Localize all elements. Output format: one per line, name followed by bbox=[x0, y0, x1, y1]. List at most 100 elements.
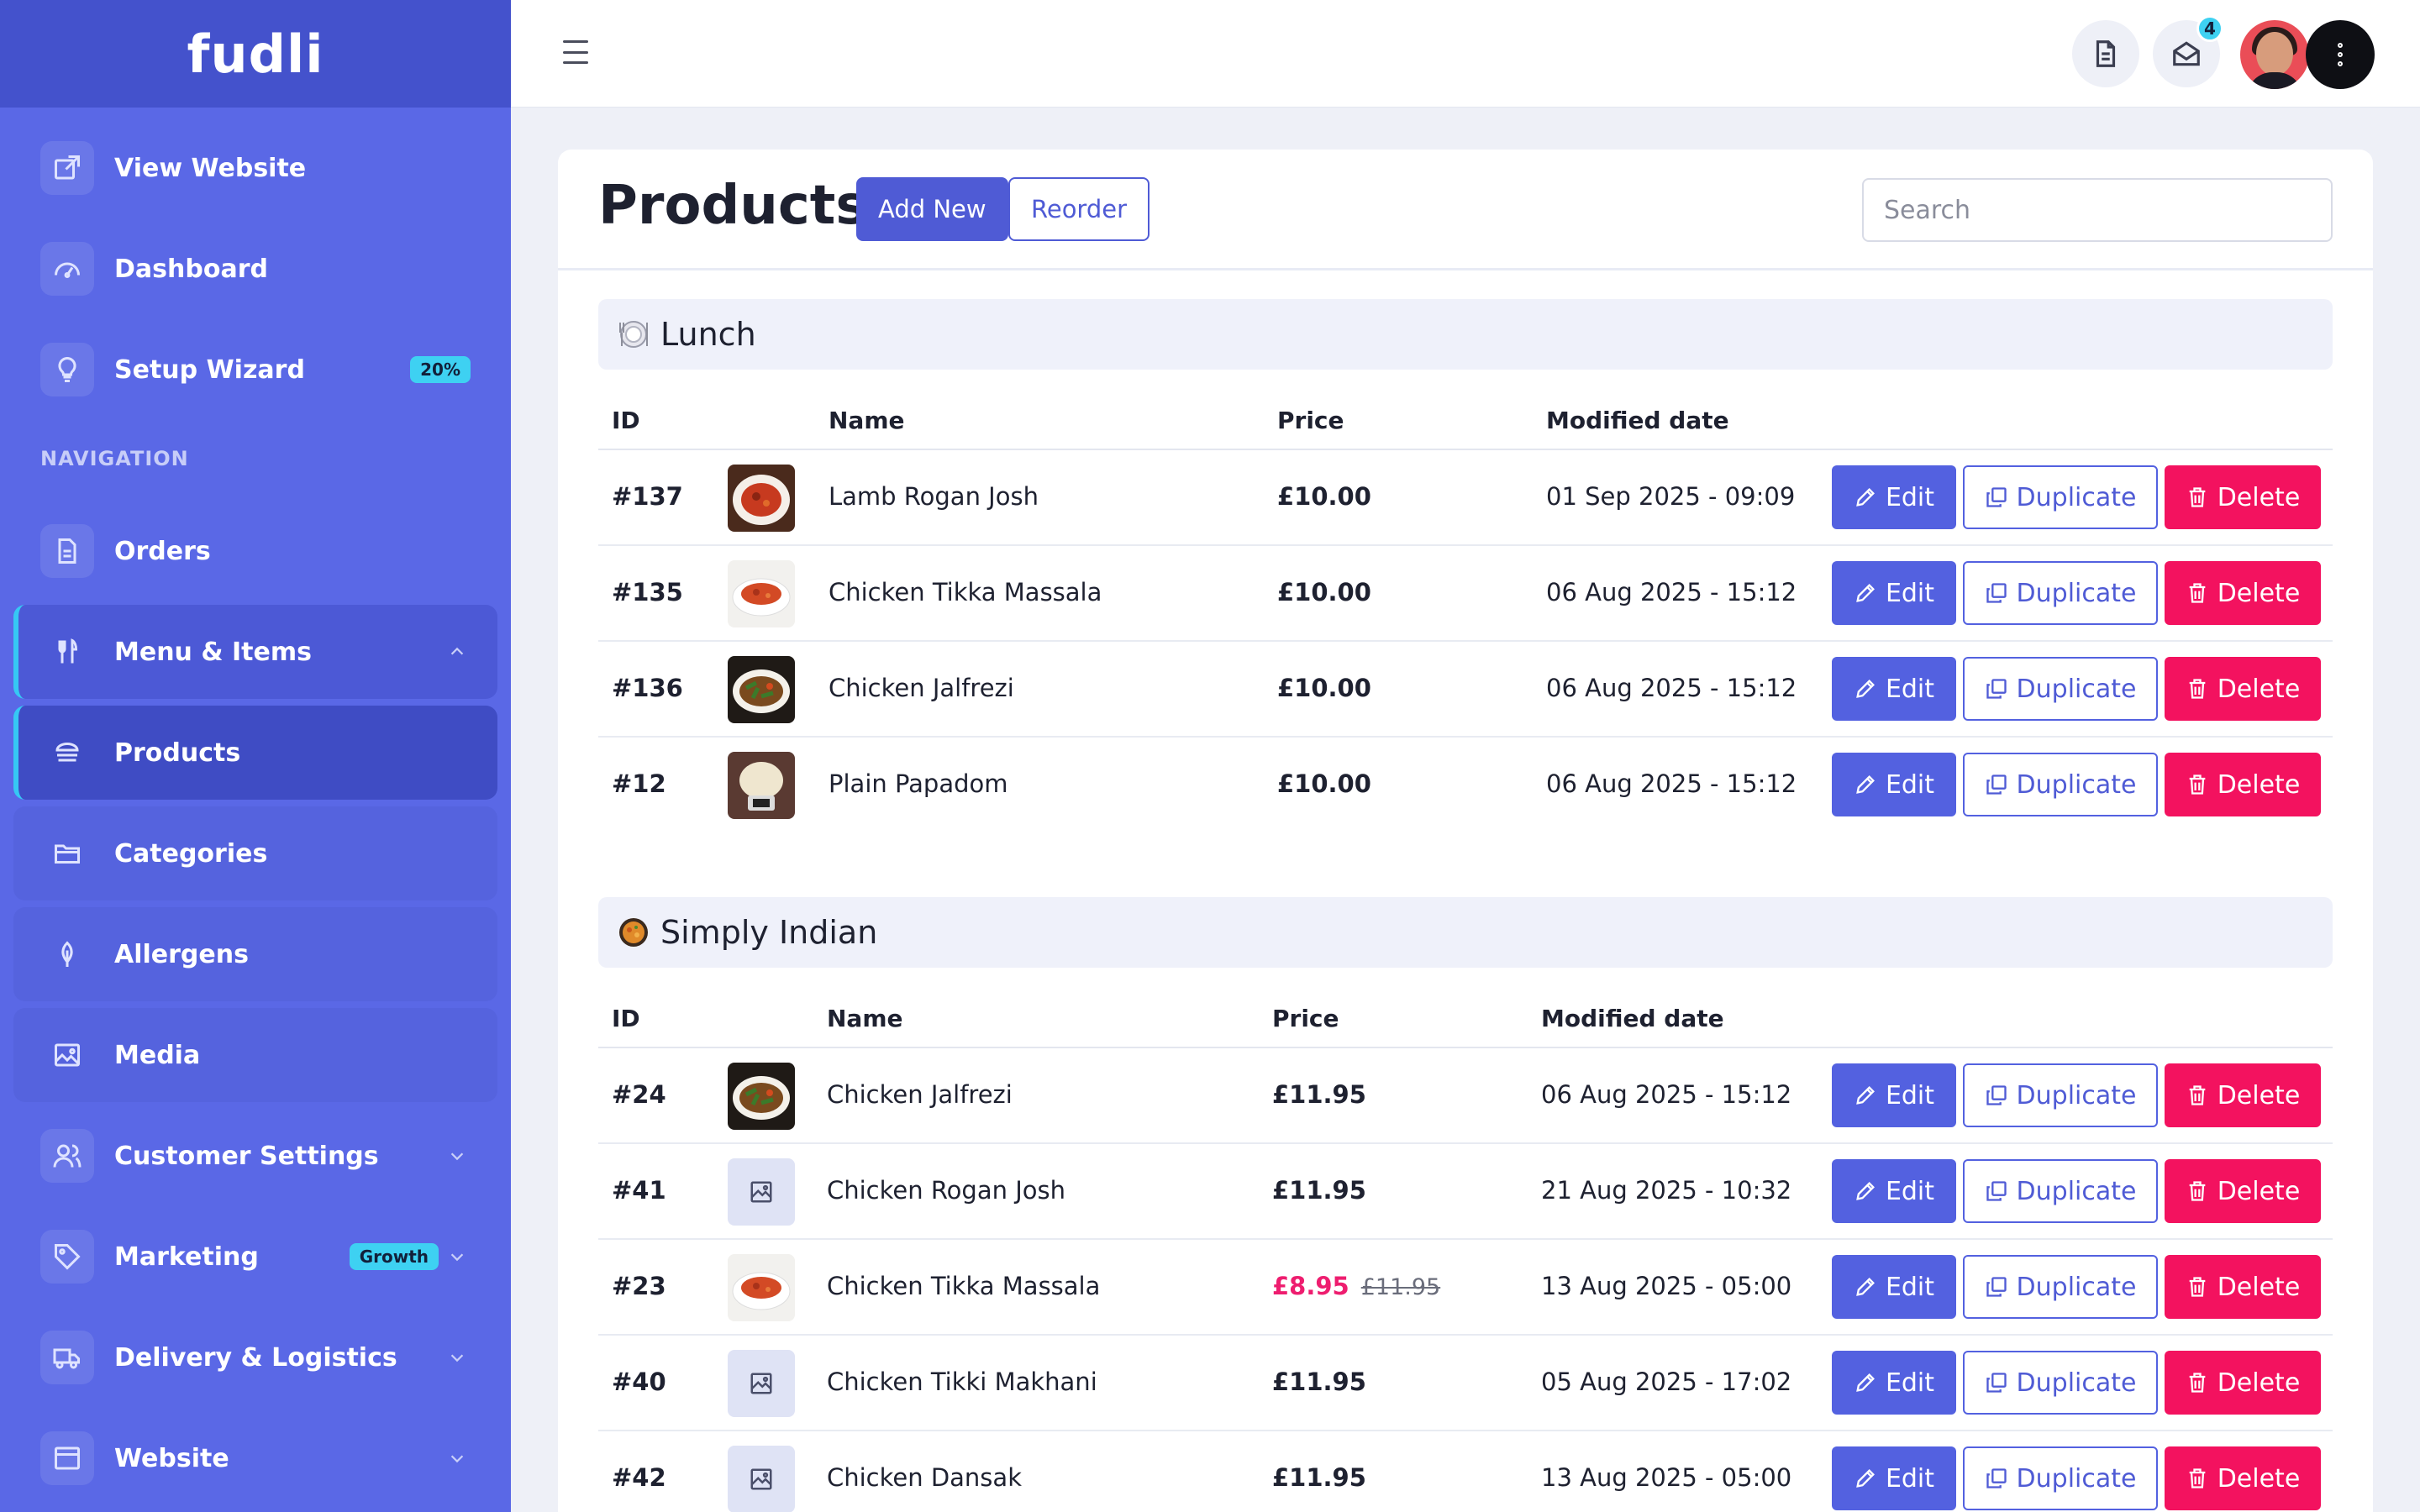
column-header-name: Name bbox=[827, 1005, 903, 1032]
product-id: #135 bbox=[612, 578, 683, 606]
avatar[interactable] bbox=[2240, 20, 2309, 89]
column-header-price: Price bbox=[1272, 1005, 1339, 1032]
edit-button-label: Edit bbox=[1885, 482, 1935, 512]
edit-button[interactable]: Edit bbox=[1832, 1255, 1956, 1319]
delete-button-label: Delete bbox=[2217, 578, 2301, 608]
brand-logo[interactable]: fudli bbox=[187, 23, 324, 85]
product-name[interactable]: Chicken Tikka Massala bbox=[829, 578, 1102, 606]
product-id: #42 bbox=[612, 1463, 666, 1492]
product-thumbnail bbox=[728, 560, 795, 627]
product-name[interactable]: Chicken Jalfrezi bbox=[827, 1080, 1013, 1109]
product-name[interactable]: Chicken Rogan Josh bbox=[827, 1176, 1065, 1205]
browser-icon bbox=[40, 1431, 94, 1485]
duplicate-button[interactable]: Duplicate bbox=[1963, 1255, 2158, 1319]
product-name[interactable]: Chicken Tikka Massala bbox=[827, 1272, 1101, 1300]
copy-icon bbox=[1985, 486, 2017, 509]
duplicate-button[interactable]: Duplicate bbox=[1963, 1159, 2158, 1223]
product-thumbnail bbox=[728, 1063, 795, 1130]
delete-button[interactable]: Delete bbox=[2165, 1063, 2321, 1127]
delete-button-label: Delete bbox=[2217, 1176, 2301, 1206]
edit-button[interactable]: Edit bbox=[1832, 657, 1956, 721]
product-price: £11.95 bbox=[1272, 1080, 1366, 1109]
duplicate-button[interactable]: Duplicate bbox=[1963, 1063, 2158, 1127]
sidebar-item-label: Customer Settings bbox=[114, 1141, 379, 1171]
sidebar-item-menu-items[interactable]: Menu & Items bbox=[13, 605, 497, 699]
delete-button-label: Delete bbox=[2217, 1463, 2301, 1494]
edit-button[interactable]: Edit bbox=[1832, 753, 1956, 816]
duplicate-button[interactable]: Duplicate bbox=[1963, 753, 2158, 816]
sidebar-item-label: Delivery & Logistics bbox=[114, 1342, 397, 1373]
delete-button[interactable]: Delete bbox=[2165, 1255, 2321, 1319]
sidebar-item-delivery-logistics[interactable]: Delivery & Logistics bbox=[13, 1310, 497, 1404]
reorder-button[interactable]: Reorder bbox=[1008, 177, 1150, 241]
trash-icon bbox=[2186, 1275, 2217, 1299]
delete-button[interactable]: Delete bbox=[2165, 465, 2321, 529]
duplicate-button[interactable]: Duplicate bbox=[1963, 1446, 2158, 1510]
modified-date: 06 Aug 2025 - 15:12 bbox=[1541, 1080, 1792, 1109]
pencil-icon bbox=[1854, 1179, 1886, 1203]
edit-button[interactable]: Edit bbox=[1832, 1446, 1956, 1510]
sidebar-item-allergens[interactable]: Allergens bbox=[13, 907, 497, 1001]
trash-icon bbox=[2186, 1084, 2217, 1107]
image-placeholder-icon bbox=[728, 1446, 795, 1512]
sidebar-item-products[interactable]: Products bbox=[13, 706, 497, 800]
document-button[interactable] bbox=[2072, 20, 2139, 87]
messages-button[interactable]: 4 bbox=[2153, 15, 2223, 87]
add-new-button[interactable]: Add New bbox=[856, 177, 1008, 241]
notification-badge: 4 bbox=[2196, 15, 2223, 42]
sidebar-item-website[interactable]: Website bbox=[13, 1411, 497, 1505]
product-name[interactable]: Lamb Rogan Josh bbox=[829, 482, 1039, 511]
product-name[interactable]: Chicken Jalfrezi bbox=[829, 674, 1014, 702]
duplicate-button[interactable]: Duplicate bbox=[1963, 465, 2158, 529]
edit-button-label: Edit bbox=[1885, 769, 1935, 800]
duplicate-button[interactable]: Duplicate bbox=[1963, 1351, 2158, 1415]
copy-icon bbox=[1985, 1371, 2017, 1394]
duplicate-button-label: Duplicate bbox=[2016, 1463, 2137, 1494]
document-icon bbox=[2096, 40, 2116, 67]
edit-button[interactable]: Edit bbox=[1832, 1159, 1956, 1223]
more-vertical-icon[interactable] bbox=[2306, 20, 2375, 89]
sidebar-item-label: Products bbox=[114, 738, 241, 768]
trash-icon bbox=[2186, 677, 2217, 701]
delete-button[interactable]: Delete bbox=[2165, 753, 2321, 816]
modified-date: 06 Aug 2025 - 15:12 bbox=[1546, 769, 1797, 798]
products-card: Products Add New Reorder Lunch ID Name Pric… bbox=[558, 150, 2373, 1512]
sidebar-item-label: Allergens bbox=[114, 939, 249, 969]
trash-icon bbox=[2186, 486, 2217, 509]
edit-button[interactable]: Edit bbox=[1832, 561, 1956, 625]
duplicate-button[interactable]: Duplicate bbox=[1963, 561, 2158, 625]
product-price: £11.95 bbox=[1272, 1368, 1366, 1396]
sidebar-item-setup-wizard[interactable]: Setup Wizard 20% bbox=[13, 323, 497, 417]
sidebar-item-label: Orders bbox=[114, 536, 211, 566]
sidebar-item-label: Menu & Items bbox=[114, 637, 312, 667]
sidebar-item-orders[interactable]: Orders bbox=[13, 504, 497, 598]
delete-button[interactable]: Delete bbox=[2165, 1159, 2321, 1223]
search-input[interactable] bbox=[1862, 178, 2333, 242]
sidebar-item-customer-settings[interactable]: Customer Settings bbox=[13, 1109, 497, 1203]
product-thumbnail bbox=[728, 656, 795, 723]
delete-button[interactable]: Delete bbox=[2165, 1446, 2321, 1510]
users-icon bbox=[40, 1129, 94, 1183]
duplicate-button[interactable]: Duplicate bbox=[1963, 657, 2158, 721]
delete-button[interactable]: Delete bbox=[2165, 1351, 2321, 1415]
sidebar-item-marketing[interactable]: Marketing Growth bbox=[13, 1210, 497, 1304]
sidebar-item-view-website[interactable]: View Website bbox=[13, 121, 497, 215]
product-name[interactable]: Plain Papadom bbox=[829, 769, 1008, 798]
trash-icon bbox=[2186, 1179, 2217, 1203]
edit-button[interactable]: Edit bbox=[1832, 1351, 1956, 1415]
menu-icon[interactable] bbox=[563, 40, 588, 64]
sidebar-item-media[interactable]: Media bbox=[13, 1008, 497, 1102]
leaf-icon bbox=[40, 927, 94, 981]
sidebar-item-dashboard[interactable]: Dashboard bbox=[13, 222, 497, 316]
product-name[interactable]: Chicken Tikki Makhani bbox=[827, 1368, 1097, 1396]
edit-button[interactable]: Edit bbox=[1832, 465, 1956, 529]
edit-button[interactable]: Edit bbox=[1832, 1063, 1956, 1127]
duplicate-button-label: Duplicate bbox=[2016, 482, 2137, 512]
sidebar-item-categories[interactable]: Categories bbox=[13, 806, 497, 900]
delete-button[interactable]: Delete bbox=[2165, 561, 2321, 625]
sidebar-item-label: Marketing bbox=[114, 1242, 259, 1272]
product-name[interactable]: Chicken Dansak bbox=[827, 1463, 1022, 1492]
product-price: £10.00 bbox=[1277, 578, 1371, 606]
delete-button[interactable]: Delete bbox=[2165, 657, 2321, 721]
modified-date: 01 Sep 2025 - 09:09 bbox=[1546, 482, 1796, 511]
